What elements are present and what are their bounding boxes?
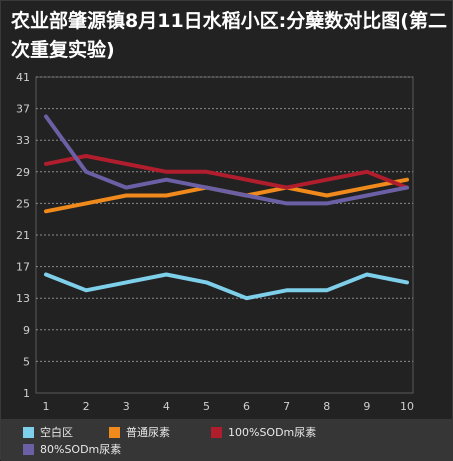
series-line (44, 272, 409, 301)
legend-swatch (23, 443, 34, 455)
legend-swatch (23, 426, 34, 438)
x-tick-label: 1 (43, 400, 50, 413)
legend: 空白区 普通尿素 100%SODm尿素 80%SODm尿素 (1, 419, 453, 461)
y-tick-label: 21 (16, 229, 30, 242)
y-tick-label: 33 (16, 134, 30, 147)
y-tick-label: 41 (16, 71, 30, 84)
y-tick-label: 25 (16, 197, 30, 210)
y-tick-label: 5 (23, 355, 30, 368)
legend-swatch (211, 426, 222, 438)
legend-label: 100%SODm尿素 (228, 426, 317, 439)
x-tick-label: 9 (363, 400, 370, 413)
legend-swatch (109, 426, 120, 438)
series-line (44, 114, 409, 206)
x-tick-label: 8 (323, 400, 330, 413)
y-tick-label: 13 (16, 292, 30, 305)
y-tick-label: 37 (16, 103, 30, 116)
y-tick-label: 9 (23, 324, 30, 337)
legend-label: 普通尿素 (126, 426, 170, 439)
chart-title: 农业部肇源镇8月11日水稻小区:分蘖数对比图(第二次重复实验) (11, 10, 447, 61)
x-tick-label: 5 (203, 400, 210, 413)
x-tick-label: 10 (400, 400, 414, 413)
x-tick-label: 3 (123, 400, 130, 413)
x-tick-label: 4 (163, 400, 170, 413)
x-tick-label: 7 (283, 400, 290, 413)
legend-item: 空白区 (23, 424, 73, 440)
x-tick-label: 2 (83, 400, 90, 413)
legend-label: 80%SODm尿素 (40, 443, 122, 456)
x-tick-label: 6 (243, 400, 250, 413)
series-line (44, 177, 409, 214)
legend-label: 空白区 (40, 426, 73, 439)
legend-item: 100%SODm尿素 (211, 424, 316, 440)
legend-item: 普通尿素 (109, 424, 170, 440)
series-line (44, 154, 409, 190)
plot-area: 1 5 9 13 17 21 25 29 33 37 41 1 2 3 4 5 6 7 8 9 10 (16, 71, 414, 413)
legend-item: 80%SODm尿素 (23, 441, 121, 457)
y-tick-label: 17 (16, 261, 30, 274)
y-tick-label: 1 (23, 387, 30, 400)
y-tick-label: 29 (16, 166, 30, 179)
